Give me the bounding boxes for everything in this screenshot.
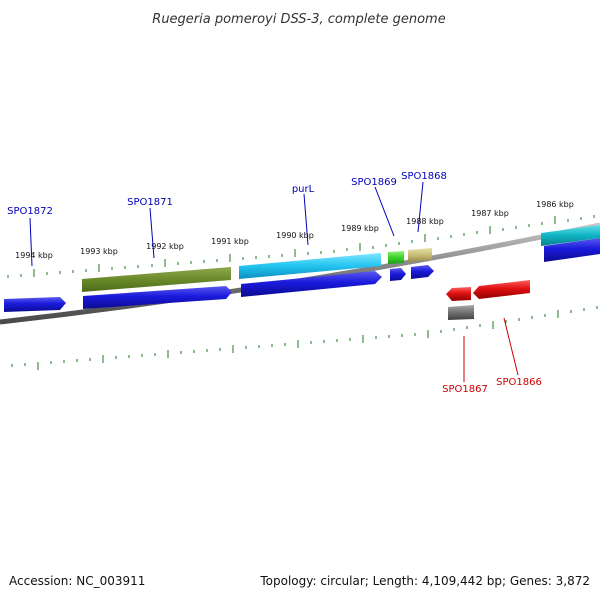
gene-arrow-spo1871[interactable] [83, 286, 232, 309]
kbp-label-1986: 1986 kbp [536, 200, 574, 209]
leader-spo1872 [29, 217, 33, 267]
forward-tick-track [7, 215, 595, 278]
kbp-label-1993: 1993 kbp [80, 247, 118, 256]
gene-label-spo1867[interactable]: SPO1867 [442, 384, 488, 395]
gene-label-spo1869[interactable]: SPO1869 [351, 177, 397, 188]
accession-text: Accession: NC_003911 [9, 574, 146, 588]
cog-bar-tan[interactable] [408, 248, 432, 262]
gene-label-spo1866[interactable]: SPO1866 [496, 377, 542, 388]
gene-arrow-spo1868[interactable] [411, 265, 434, 279]
gene-label-spo1868[interactable]: SPO1868 [401, 171, 447, 182]
kbp-label-1991: 1991 kbp [211, 237, 249, 246]
cog-bar-green[interactable] [388, 251, 404, 264]
leader-spo1869 [374, 186, 395, 237]
kbp-label-1990: 1990 kbp [276, 231, 314, 240]
gene-label-purl[interactable]: purL [292, 184, 315, 195]
gene-arrow-forward-right[interactable] [544, 238, 600, 262]
leader-spo1871 [149, 207, 155, 259]
topology-text: Topology: circular; Length: 4,109,442 bp… [260, 574, 590, 588]
kbp-label-1992: 1992 kbp [146, 242, 184, 251]
kbp-label-1988: 1988 kbp [406, 217, 444, 226]
leader-spo1866 [503, 317, 519, 376]
map-title: Ruegeria pomeroyi DSS-3, complete genome [152, 12, 445, 27]
gene-arrow-spo1867[interactable] [446, 287, 471, 301]
kbp-label-1989: 1989 kbp [341, 224, 379, 233]
gene-labels: SPO1872 SPO1871 purL SPO1869 SPO1868 SPO… [7, 171, 542, 395]
gene-label-spo1871[interactable]: SPO1871 [127, 197, 173, 208]
leader-purl [303, 193, 309, 246]
reverse-genes [446, 280, 530, 320]
kbp-label-1987: 1987 kbp [471, 209, 509, 218]
tick [11, 306, 598, 370]
gene-arrow-purl[interactable] [241, 271, 382, 297]
label-leaders [29, 181, 519, 382]
forward-genes [4, 238, 600, 312]
cog-bar-gray[interactable] [448, 305, 474, 320]
cog-bar-olive[interactable] [82, 267, 231, 292]
gene-arrow-spo1869[interactable] [390, 268, 406, 281]
kbp-labels: 1994 kbp 1993 kbp 1992 kbp 1991 kbp 1990… [15, 200, 574, 260]
tick [7, 215, 595, 278]
cog-bar-teal[interactable] [541, 225, 600, 246]
gene-label-spo1872[interactable]: SPO1872 [7, 206, 53, 217]
cog-features [82, 225, 600, 292]
leader-spo1868 [417, 181, 424, 233]
cog-bar-cyan[interactable] [239, 253, 381, 279]
gene-arrow-spo1866[interactable] [473, 280, 530, 299]
gene-arrow-spo1872[interactable] [4, 297, 66, 312]
reverse-tick-track [11, 306, 598, 370]
kbp-label-1994: 1994 kbp [15, 251, 53, 260]
